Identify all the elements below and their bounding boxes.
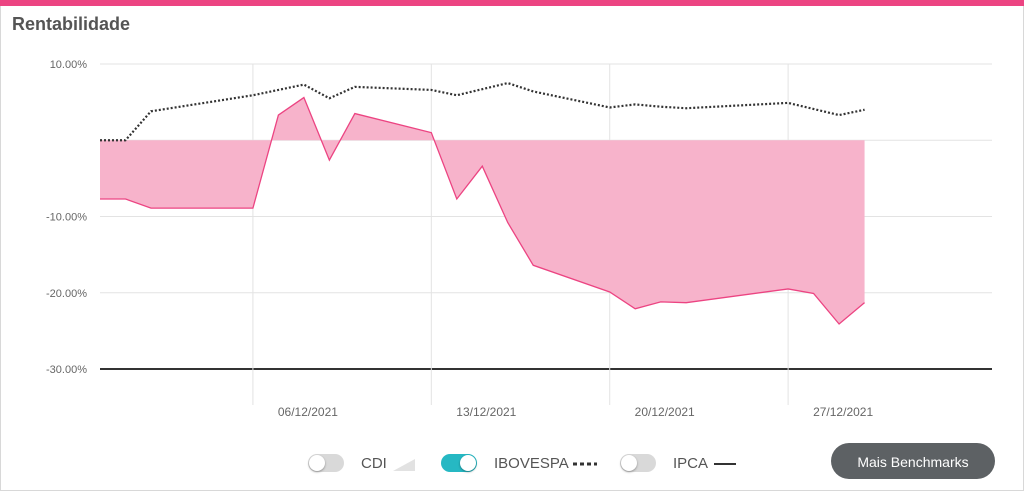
toggle-knob bbox=[621, 455, 637, 471]
y-tick-label: -30.00% bbox=[46, 364, 87, 376]
toggle-knob bbox=[309, 455, 325, 471]
dotted-line-icon bbox=[573, 462, 597, 466]
ibovespa-series-line bbox=[100, 81, 865, 142]
y-tick-label: -10.00% bbox=[46, 212, 87, 224]
ipca-toggle[interactable] bbox=[620, 454, 656, 472]
solid-line-icon bbox=[714, 463, 736, 465]
more-benchmarks-button[interactable]: Mais Benchmarks bbox=[831, 443, 995, 479]
y-tick-label: 10.00% bbox=[50, 59, 88, 71]
profitability-chart: 10.00% -10.00% -20.00% -30.00% 06/12/2021 13/… bbox=[46, 59, 992, 419]
chart-title: Rentabilidade bbox=[12, 14, 131, 34]
ibovespa-line bbox=[100, 81, 865, 142]
portfolio-line bbox=[100, 96, 865, 325]
accent-bar bbox=[0, 0, 1024, 6]
ipca-label: IPCA bbox=[673, 455, 709, 472]
ibovespa-label: IBOVESPA bbox=[494, 455, 569, 472]
axis-labels: 10.00% -10.00% -20.00% -30.00% 06/12/2021 13/… bbox=[46, 59, 873, 419]
cdi-toggle[interactable] bbox=[308, 454, 344, 472]
portfolio-area-fill bbox=[100, 97, 865, 325]
x-tick-label: 27/12/2021 bbox=[813, 405, 873, 419]
x-tick-label: 06/12/2021 bbox=[278, 405, 338, 419]
toggle-knob bbox=[460, 455, 476, 471]
y-tick-label: -20.00% bbox=[46, 288, 87, 300]
area-swatch-icon bbox=[393, 459, 415, 471]
ibovespa-toggle[interactable] bbox=[441, 454, 477, 472]
portfolio-area bbox=[100, 96, 865, 325]
cdi-label: CDI bbox=[361, 455, 387, 472]
legend: CDI IBOVESPA IPCA bbox=[0, 450, 1024, 480]
x-tick-label: 13/12/2021 bbox=[456, 405, 516, 419]
x-tick-label: 20/12/2021 bbox=[635, 405, 695, 419]
